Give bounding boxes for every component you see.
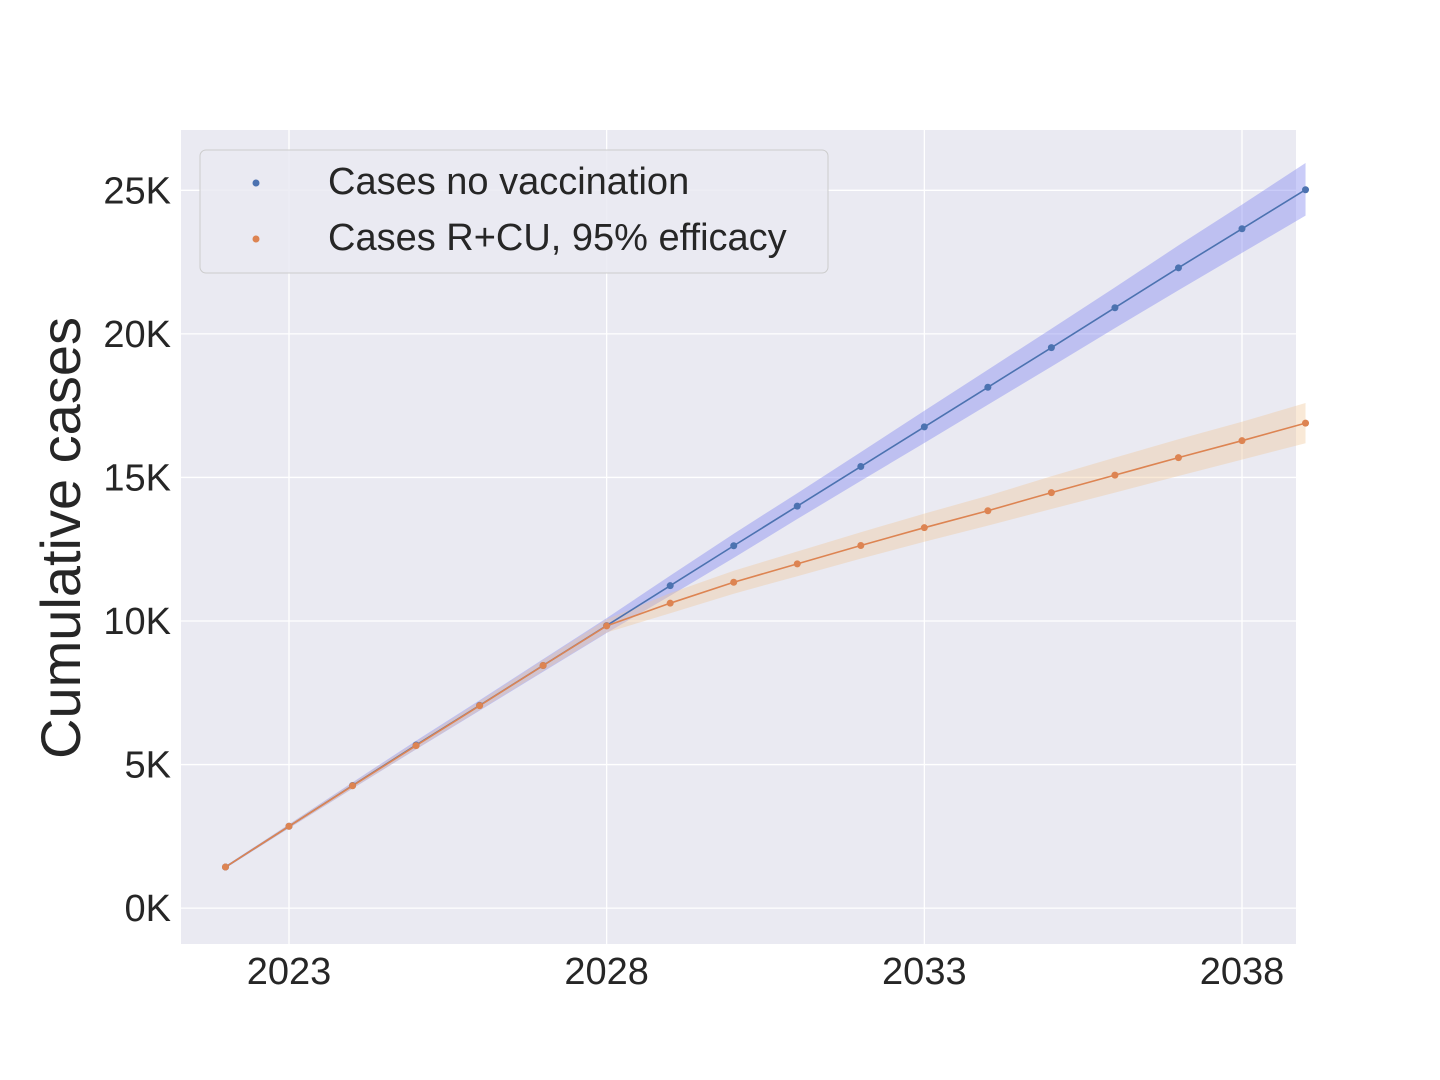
confidence-band-series-2 [225, 403, 1306, 868]
y-tick-label: 5K [125, 745, 171, 787]
confidence-band-series-1 [225, 163, 1306, 869]
legend: Cases no vaccination Cases R+CU, 95% eff… [199, 149, 829, 274]
y-axis-title: Cumulative cases [29, 317, 92, 759]
series-points [221, 186, 1310, 871]
data-point-series-1 [1047, 344, 1055, 352]
data-point-series-2 [1174, 454, 1182, 462]
x-tick-label: 2028 [564, 951, 649, 993]
data-point-series-2 [920, 524, 928, 532]
legend-label-rcu-vaccination: Cases R+CU, 95% efficacy [328, 217, 787, 259]
x-tick-label: 2023 [247, 951, 332, 993]
data-point-series-1 [666, 582, 674, 590]
legend-marker-no-vaccination [252, 179, 260, 187]
y-axis-ticks: 0K 5K 10K 15K 20K 25K [103, 170, 171, 930]
legend-marker-rcu-vaccination [252, 235, 260, 243]
data-point-series-2 [1111, 471, 1119, 479]
y-tick-label: 10K [103, 601, 171, 643]
data-point-series-1 [1174, 264, 1182, 272]
data-point-series-1 [1238, 225, 1246, 233]
data-point-series-1 [920, 423, 928, 431]
data-point-series-2 [1238, 437, 1246, 445]
data-point-series-2 [793, 560, 801, 568]
data-point-series-2 [730, 578, 738, 586]
data-point-series-2 [857, 541, 865, 549]
data-point-series-2 [1047, 489, 1055, 497]
data-point-series-2 [349, 782, 357, 790]
data-point-series-1 [730, 542, 738, 550]
data-point-series-2 [603, 622, 611, 630]
series-line-2 [225, 422, 1306, 868]
data-point-series-1 [793, 502, 801, 510]
data-point-series-2 [1302, 419, 1310, 427]
data-point-series-2 [666, 599, 674, 607]
data-point-series-1 [857, 463, 865, 471]
confidence-bands [225, 163, 1306, 869]
y-tick-label: 20K [103, 314, 171, 356]
data-point-series-1 [1111, 304, 1119, 312]
data-point-series-2 [221, 863, 229, 871]
data-point-series-2 [285, 822, 293, 830]
data-point-series-1 [984, 383, 992, 391]
data-point-series-2 [412, 742, 420, 750]
legend-box [199, 149, 829, 274]
data-point-series-2 [984, 507, 992, 515]
y-tick-label: 25K [103, 170, 171, 212]
legend-label-no-vaccination: Cases no vaccination [328, 161, 689, 203]
y-tick-label: 15K [103, 457, 171, 499]
series-lines [225, 189, 1306, 868]
x-axis-ticks: 2023 2028 2033 2038 [247, 951, 1285, 993]
data-point-series-1 [1302, 186, 1310, 194]
x-tick-label: 2033 [882, 951, 967, 993]
data-point-series-2 [476, 702, 484, 710]
data-point-series-2 [539, 661, 547, 669]
x-tick-label: 2038 [1200, 951, 1285, 993]
y-tick-label: 0K [125, 888, 171, 930]
